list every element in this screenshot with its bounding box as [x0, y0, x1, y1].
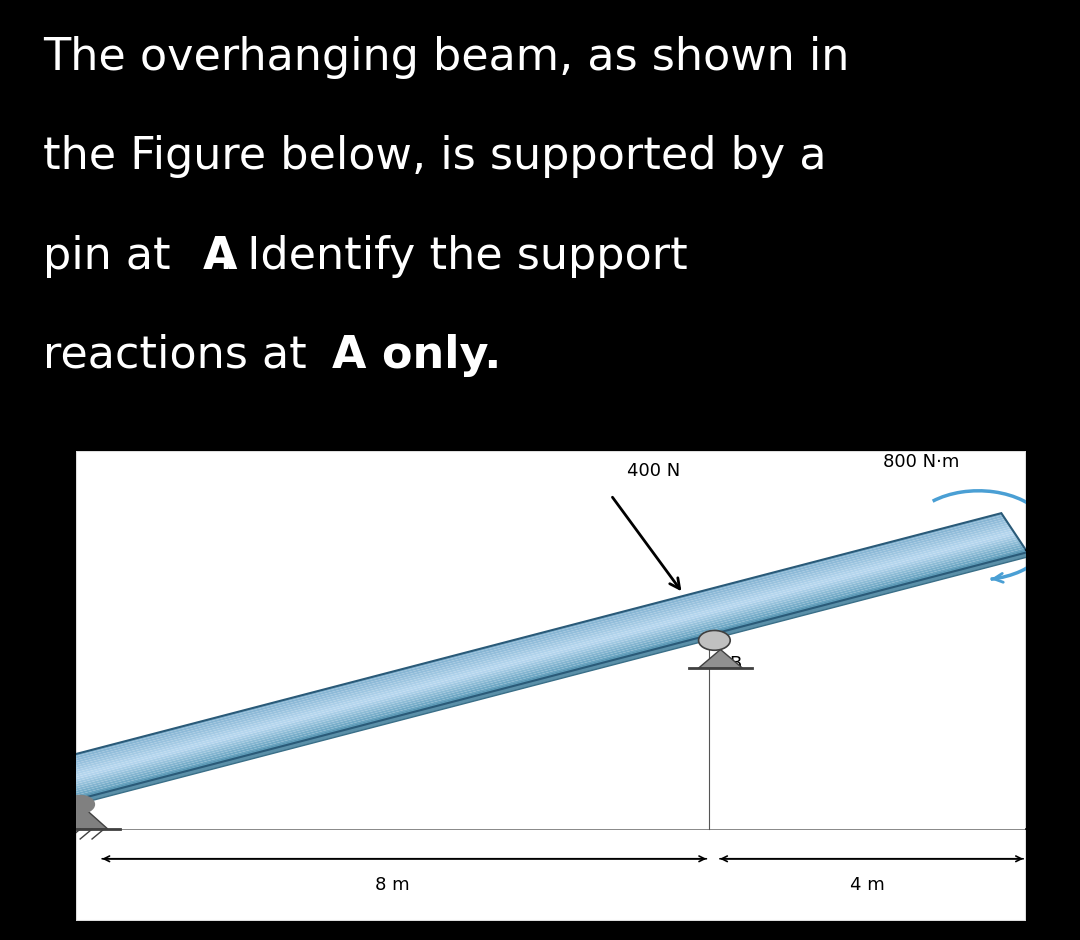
Polygon shape: [55, 519, 1007, 768]
Text: A: A: [27, 783, 40, 802]
Polygon shape: [53, 805, 108, 829]
Text: the Figure below, is supported by a: the Figure below, is supported by a: [43, 135, 826, 179]
Polygon shape: [51, 513, 1002, 762]
Text: 4 m: 4 m: [850, 876, 885, 894]
Polygon shape: [64, 533, 1015, 782]
Polygon shape: [73, 546, 1025, 795]
Text: A only.: A only.: [332, 334, 501, 377]
Polygon shape: [58, 525, 1011, 775]
Polygon shape: [76, 550, 1027, 800]
Polygon shape: [62, 529, 1013, 778]
Text: 400 N: 400 N: [626, 462, 680, 480]
Text: . Identify the support: . Identify the support: [219, 235, 688, 277]
Polygon shape: [76, 550, 1030, 804]
Text: 8 m: 8 m: [375, 876, 409, 894]
Text: pin at: pin at: [43, 235, 185, 277]
Polygon shape: [69, 540, 1021, 790]
Polygon shape: [52, 515, 1004, 764]
Polygon shape: [67, 537, 1018, 786]
Polygon shape: [60, 526, 1012, 776]
Text: A: A: [203, 235, 238, 277]
Polygon shape: [65, 535, 1017, 784]
Polygon shape: [75, 548, 1026, 798]
Polygon shape: [63, 531, 1014, 780]
Text: reactions at: reactions at: [43, 334, 321, 377]
Polygon shape: [54, 517, 1005, 766]
Polygon shape: [57, 523, 1009, 773]
Circle shape: [699, 631, 730, 650]
Polygon shape: [56, 521, 1008, 770]
Text: B: B: [729, 655, 741, 673]
Polygon shape: [70, 542, 1022, 791]
Polygon shape: [71, 544, 1024, 793]
Text: The overhanging beam, as shown in: The overhanging beam, as shown in: [43, 36, 850, 79]
Circle shape: [66, 795, 94, 813]
Polygon shape: [68, 539, 1020, 788]
Polygon shape: [699, 650, 743, 668]
Text: 800 N·m: 800 N·m: [883, 453, 960, 471]
